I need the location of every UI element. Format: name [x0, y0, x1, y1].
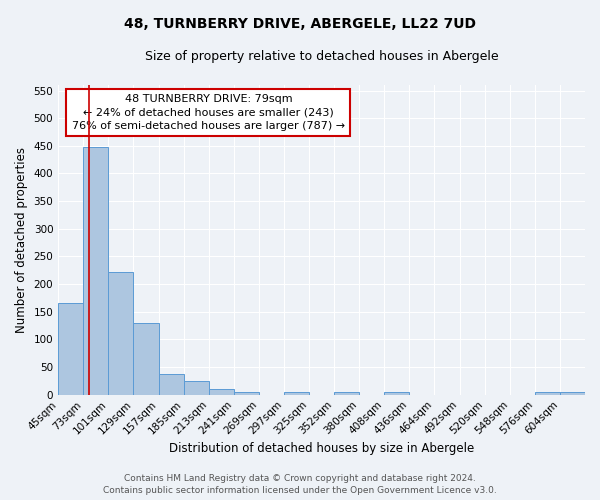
Bar — [334, 392, 359, 394]
Text: Contains HM Land Registry data © Crown copyright and database right 2024.
Contai: Contains HM Land Registry data © Crown c… — [103, 474, 497, 495]
Bar — [234, 392, 259, 394]
Title: Size of property relative to detached houses in Abergele: Size of property relative to detached ho… — [145, 50, 499, 63]
Bar — [385, 392, 409, 394]
Y-axis label: Number of detached properties: Number of detached properties — [15, 147, 28, 333]
Bar — [58, 304, 83, 394]
Bar — [209, 389, 234, 394]
Bar — [284, 392, 309, 394]
Bar — [184, 381, 209, 394]
Bar — [560, 392, 585, 394]
Bar — [133, 323, 158, 394]
Bar — [158, 374, 184, 394]
X-axis label: Distribution of detached houses by size in Abergele: Distribution of detached houses by size … — [169, 442, 474, 455]
Bar — [535, 392, 560, 394]
Bar — [83, 147, 109, 394]
Text: 48 TURNBERRY DRIVE: 79sqm
← 24% of detached houses are smaller (243)
76% of semi: 48 TURNBERRY DRIVE: 79sqm ← 24% of detac… — [72, 94, 345, 130]
Bar — [109, 272, 133, 394]
Text: 48, TURNBERRY DRIVE, ABERGELE, LL22 7UD: 48, TURNBERRY DRIVE, ABERGELE, LL22 7UD — [124, 18, 476, 32]
